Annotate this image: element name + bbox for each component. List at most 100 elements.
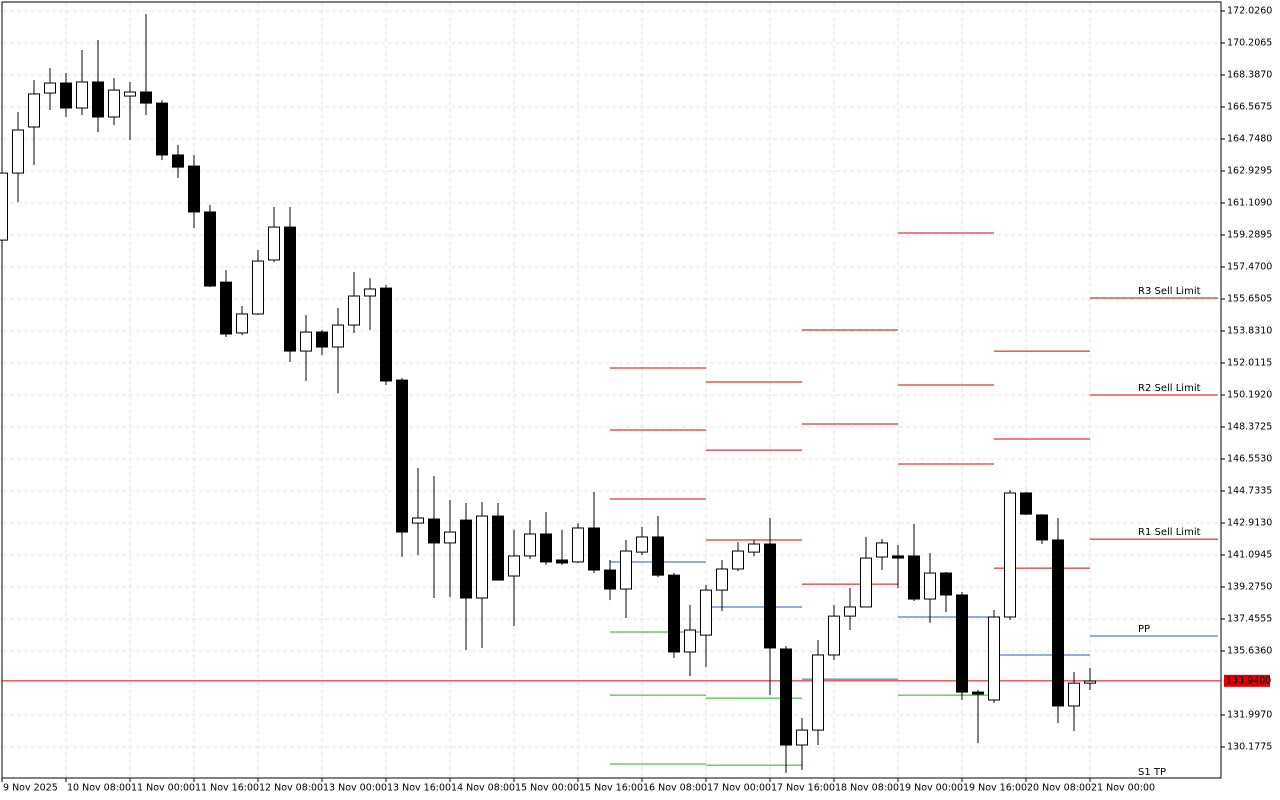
x-tick-label: 12 Nov 08:00: [259, 783, 323, 794]
y-tick-label: 159.2895: [1227, 230, 1272, 241]
candle-body: [1004, 492, 1016, 618]
x-tick-label: 11 Nov 00:00: [131, 783, 195, 794]
x-tick-label: 14 Nov 08:00: [451, 783, 515, 794]
x-tick-label: 21 Nov 00:00: [1091, 783, 1155, 794]
pivot-label: R2 Sell Limit: [1138, 383, 1201, 394]
candle-body: [76, 81, 88, 109]
candle-body: [620, 550, 632, 590]
x-tick-label: 10 Nov 08:00: [67, 783, 131, 794]
pivot-label: R3 Sell Limit: [1138, 286, 1201, 297]
candle-body: [380, 287, 392, 382]
candle-body: [844, 606, 856, 617]
candle-body: [332, 324, 344, 348]
candle-body: [316, 331, 328, 348]
candle-body: [44, 82, 56, 94]
y-tick-label: 170.2065: [1227, 38, 1272, 49]
x-tick-label: 17 Nov 00:00: [707, 783, 771, 794]
candle-body: [156, 102, 168, 156]
y-tick-label: 168.3870: [1227, 70, 1272, 81]
x-tick-label: 19 Nov 16:00: [963, 783, 1027, 794]
candle-body: [876, 542, 888, 558]
candle-body: [444, 531, 456, 544]
y-tick-label: 150.1920: [1227, 390, 1272, 401]
plot-frame: [1, 1, 1222, 779]
y-tick-label: 153.8310: [1227, 326, 1272, 337]
candle-body: [636, 536, 648, 553]
x-tick-label: 15 Nov 00:00: [515, 783, 579, 794]
x-tick-label: 13 Nov 16:00: [387, 783, 451, 794]
candle-body: [140, 91, 152, 104]
candle-body: [540, 533, 552, 563]
pivot-label: PP: [1138, 624, 1150, 635]
candle-body: [252, 260, 264, 315]
candle-body: [796, 729, 808, 746]
y-tick-label: 148.3725: [1227, 422, 1272, 433]
candle-body: [124, 91, 136, 97]
y-tick-label: 172.0260: [1227, 6, 1272, 17]
candle-body: [1036, 514, 1048, 541]
y-tick-label: 161.1090: [1227, 198, 1272, 209]
y-tick-label: 146.5530: [1227, 454, 1272, 465]
candle-body: [972, 691, 984, 695]
candle-body: [780, 648, 792, 746]
candle-body: [348, 295, 360, 326]
candle-body: [396, 379, 408, 533]
candle-body: [428, 518, 440, 544]
x-tick-label: 16 Nov 08:00: [643, 783, 707, 794]
candle-body: [924, 572, 936, 600]
y-tick-label: 142.9130: [1227, 518, 1272, 529]
candle-body: [188, 165, 200, 213]
x-tick-label: 9 Nov 2025: [3, 783, 58, 794]
candle-body: [764, 543, 776, 649]
candle-body: [604, 569, 616, 590]
candle-body: [860, 557, 872, 608]
y-tick-label: 130.1775: [1227, 742, 1272, 753]
y-tick-label: 141.0945: [1227, 550, 1272, 561]
candle-body: [236, 313, 248, 334]
y-tick-label: 131.9970: [1227, 710, 1272, 721]
candle-body: [652, 536, 664, 576]
candle-body: [268, 226, 280, 261]
y-tick-label: 157.4700: [1227, 262, 1272, 273]
pivot-label: S1 TP: [1138, 767, 1166, 778]
candle-body: [300, 331, 312, 352]
candle-body: [1084, 680, 1096, 684]
candle-body: [28, 93, 40, 128]
y-tick-label: 162.9295: [1227, 165, 1272, 176]
candle-body: [1068, 682, 1080, 707]
y-tick-label: 164.7480: [1227, 134, 1272, 145]
y-tick-label: 137.4555: [1227, 614, 1272, 625]
current-price-label: 133.9400: [1226, 675, 1271, 686]
y-tick-label: 139.2750: [1227, 582, 1272, 593]
candle-body: [684, 629, 696, 653]
x-tick-label: 13 Nov 00:00: [323, 783, 387, 794]
y-tick-label: 144.7335: [1227, 486, 1272, 497]
candle-body: [460, 519, 472, 599]
pivot-label: R1 Sell Limit: [1138, 527, 1201, 538]
candle-body: [1020, 492, 1032, 515]
current-price-box: [1224, 674, 1270, 687]
candle-body: [812, 654, 824, 731]
candle-body: [572, 527, 584, 563]
candle-body: [732, 550, 744, 570]
candle-body: [828, 615, 840, 656]
candle-body: [908, 555, 920, 600]
x-tick-label: 11 Nov 16:00: [195, 783, 259, 794]
candle-body: [556, 559, 568, 564]
candle-body: [492, 515, 504, 581]
y-tick-label: 155.6505: [1227, 294, 1272, 305]
candle-body: [940, 572, 952, 596]
candle-body: [364, 288, 376, 297]
candle-body: [108, 89, 120, 118]
candle-body: [700, 589, 712, 636]
x-tick-label: 20 Nov 08:00: [1027, 783, 1091, 794]
x-tick-label: 17 Nov 16:00: [771, 783, 835, 794]
candle-body: [412, 517, 424, 524]
candle-body: [0, 172, 8, 241]
candle-body: [172, 154, 184, 168]
candle-body: [988, 616, 1000, 701]
x-tick-label: 15 Nov 16:00: [579, 783, 643, 794]
x-tick-label: 19 Nov 00:00: [899, 783, 963, 794]
candle-body: [956, 594, 968, 693]
